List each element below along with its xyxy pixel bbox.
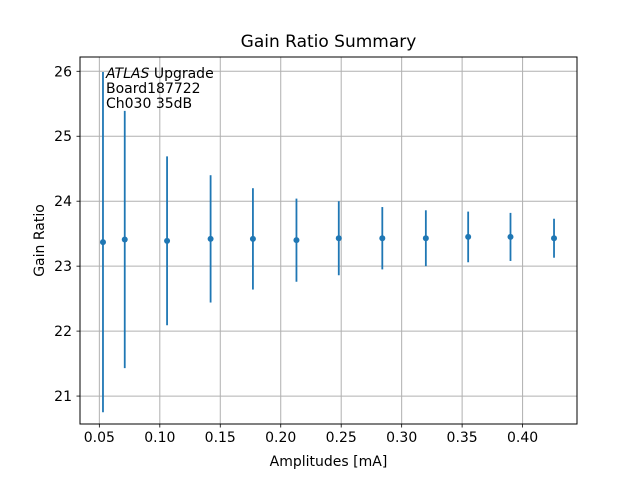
y-axis-label: Gain Ratio [32, 204, 48, 277]
data-point [121, 236, 128, 243]
x-tick-label: 0.20 [265, 430, 296, 446]
plot-title: Gain Ratio Summary [241, 32, 417, 52]
data-point [422, 235, 429, 242]
x-tick-label: 0.35 [447, 430, 478, 446]
plot-frame [79, 56, 578, 425]
data-point [335, 235, 342, 242]
annotation-segment: Ch030 35dB [106, 96, 192, 112]
data-point [249, 235, 256, 242]
data-point [293, 237, 300, 244]
y-axis: 21 22 23 24 25 26 [54, 64, 80, 405]
data-point [207, 235, 214, 242]
y-tick-label: 22 [54, 324, 72, 340]
y-tick-label: 23 [54, 259, 72, 275]
x-axis-label: Amplitudes [mA] [270, 454, 388, 470]
annotation-segment: Board187722 [106, 81, 201, 97]
annotation-segment: Upgrade [149, 66, 213, 82]
data-point [99, 239, 106, 246]
annotation-segment-italic: ATLAS [105, 66, 149, 82]
y-tick-label: 24 [54, 194, 72, 210]
data-point [551, 235, 558, 242]
annotation-line: Board187722 [106, 81, 201, 97]
data-point [379, 235, 386, 242]
x-tick-label: 0.25 [326, 430, 357, 446]
x-axis: 0.05 0.10 0.15 0.20 0.25 0.30 0.35 0.40 [84, 424, 538, 446]
grid [80, 57, 577, 424]
annotation-line: Ch030 35dB [106, 96, 192, 112]
data-point [465, 233, 472, 240]
x-tick-label: 0.05 [84, 430, 115, 446]
x-tick-label: 0.30 [386, 430, 417, 446]
data-point [507, 233, 514, 240]
y-tick-label: 21 [54, 389, 72, 405]
x-tick-label: 0.15 [205, 430, 236, 446]
x-tick-label: 0.40 [507, 430, 538, 446]
series-gain-ratio [99, 71, 558, 413]
x-tick-label: 0.10 [144, 430, 175, 446]
annotation-line: ATLAS Upgrade [105, 66, 214, 82]
y-tick-label: 25 [54, 129, 72, 145]
annotation-text: ATLAS Upgrade Board187722 Ch030 35dB [105, 66, 214, 112]
y-tick-label: 26 [54, 64, 72, 80]
data-point [164, 237, 171, 244]
